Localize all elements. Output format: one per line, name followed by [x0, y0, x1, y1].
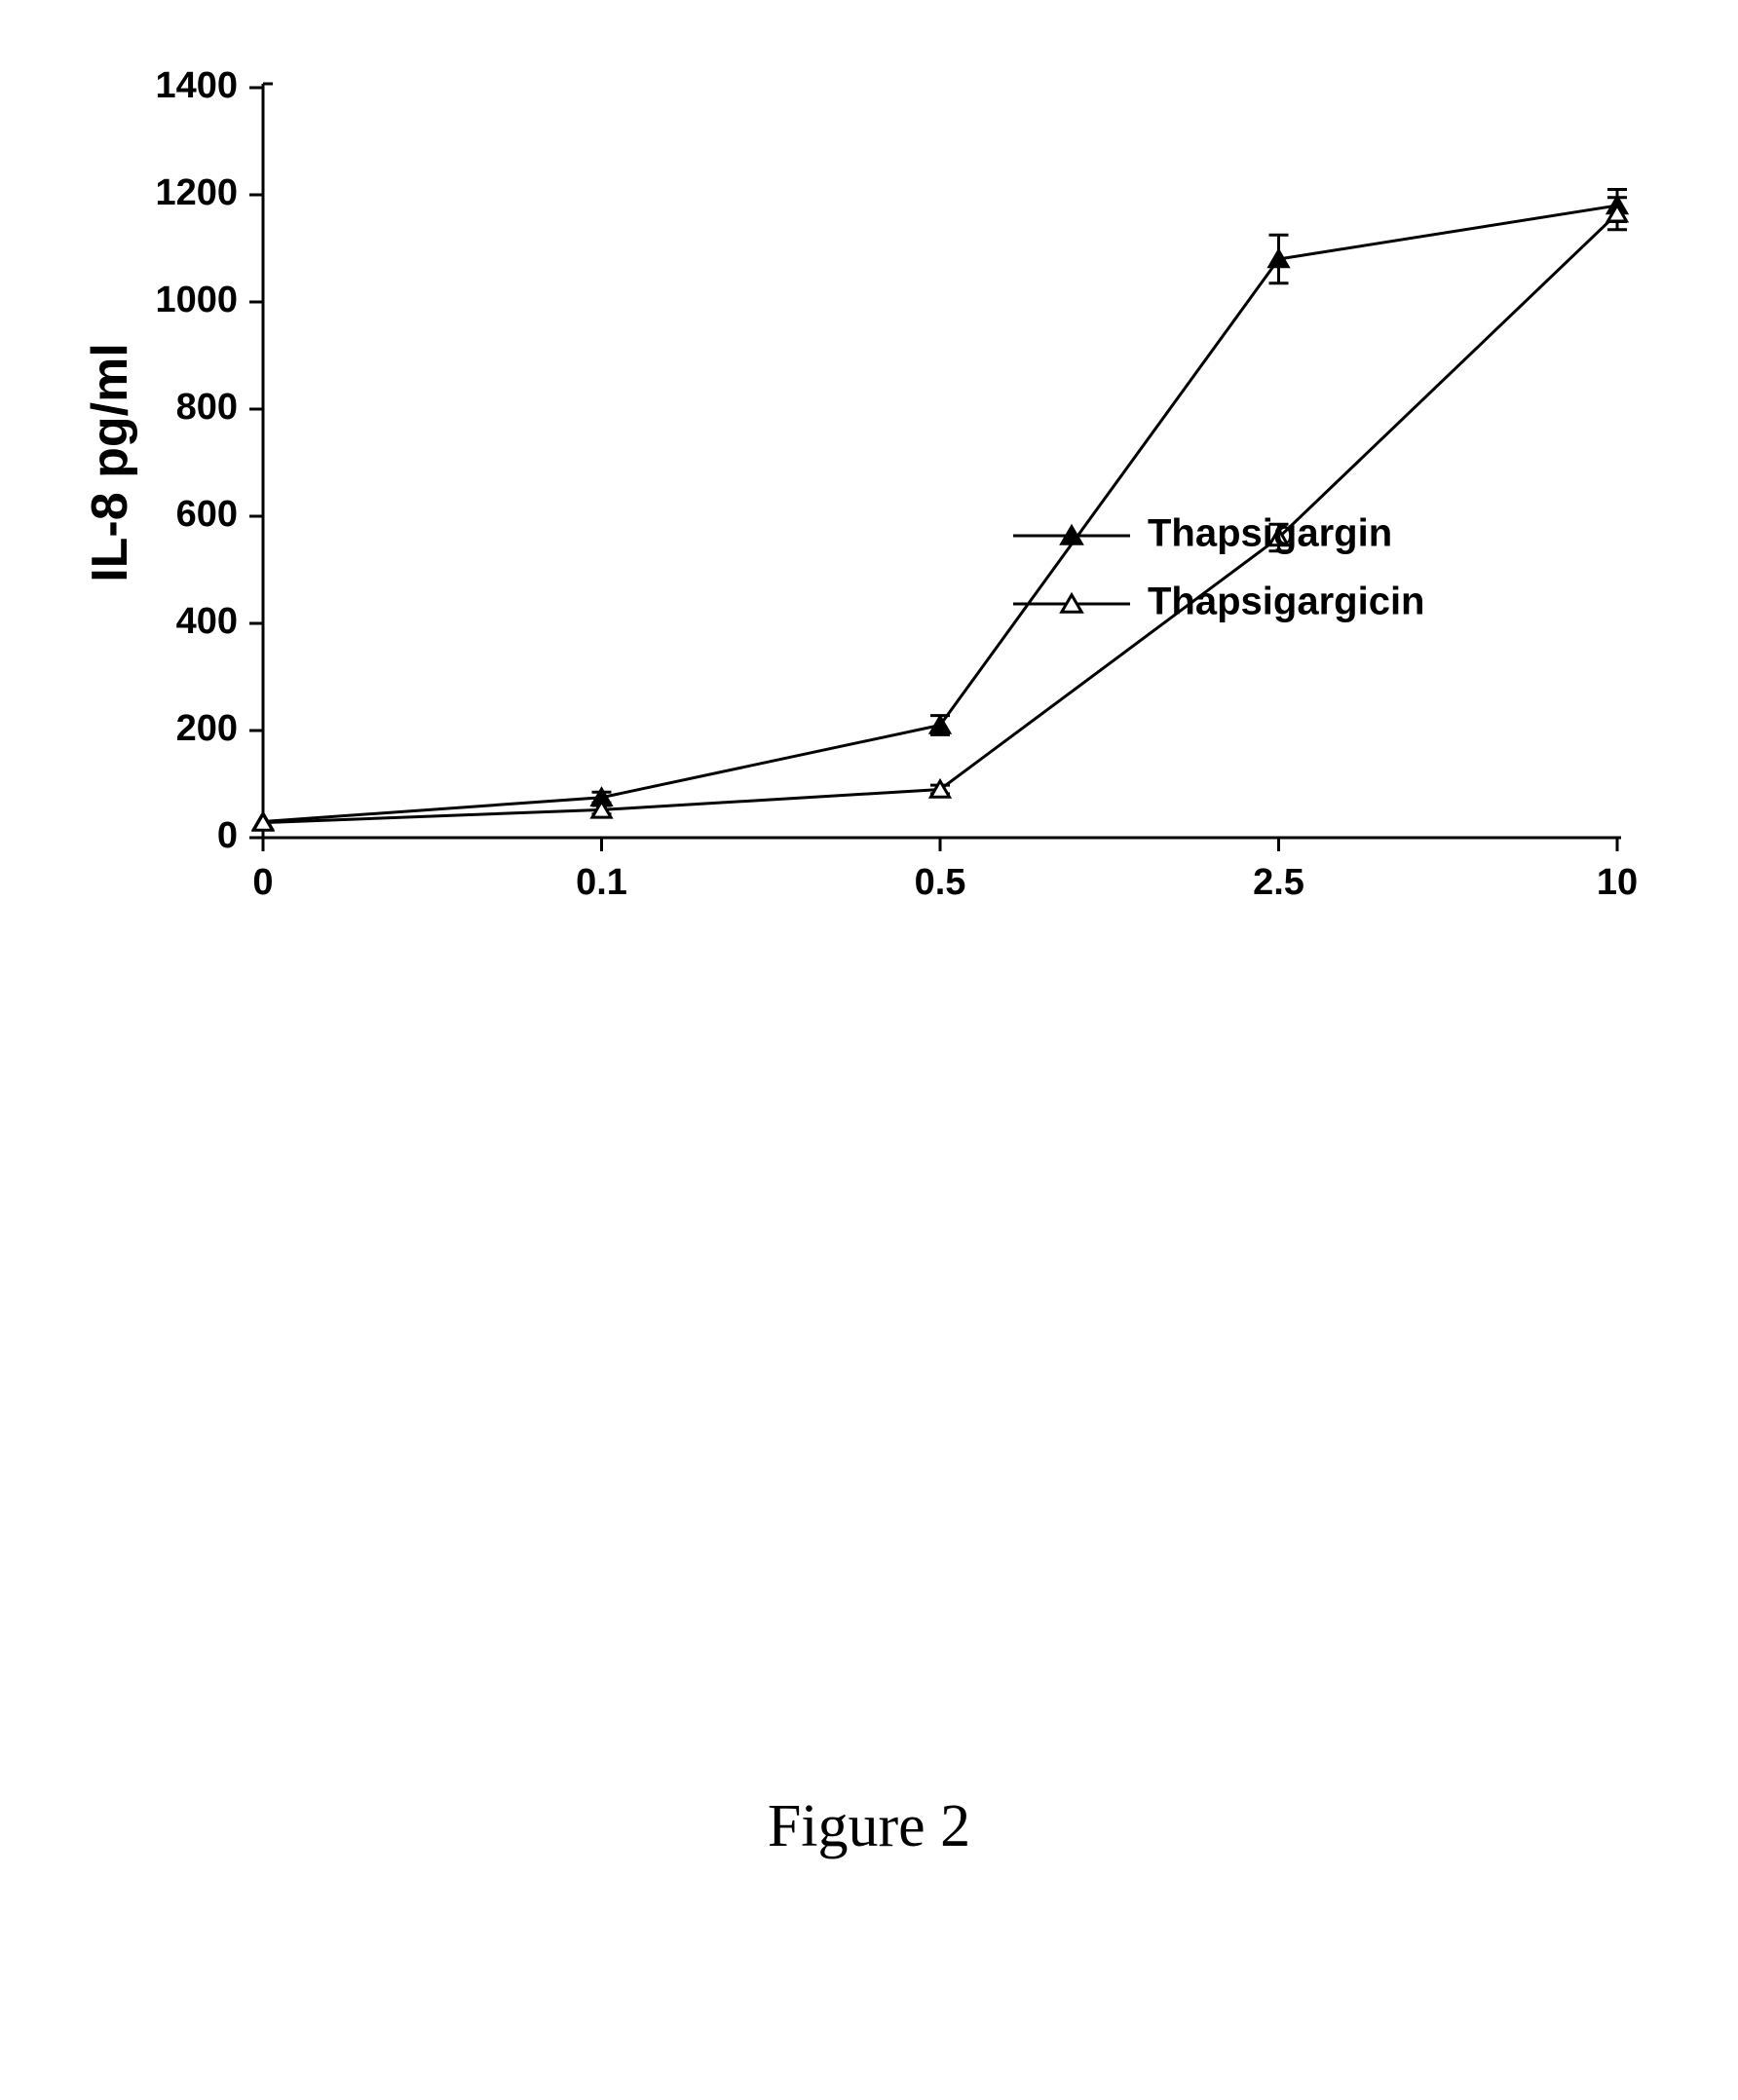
chart-container: 0 200 400 600 800 1000 1200 1400 0 0.1 0.5 2.5 10 IL-…	[78, 58, 1656, 930]
svg-text:1000: 1000	[155, 280, 238, 320]
svg-text:Thapsigargicin: Thapsigargicin	[1148, 581, 1425, 623]
svg-text:2.5: 2.5	[1253, 862, 1304, 903]
svg-text:400: 400	[176, 601, 238, 642]
svg-text:600: 600	[176, 494, 238, 535]
svg-text:Thapsigargin: Thapsigargin	[1148, 512, 1392, 555]
svg-text:1400: 1400	[155, 65, 238, 106]
svg-text:200: 200	[176, 708, 238, 749]
line-chart: 0 200 400 600 800 1000 1200 1400 0 0.1 0.5 2.5 10 IL-…	[78, 58, 1656, 925]
svg-text:10: 10	[1597, 862, 1638, 903]
svg-text:0: 0	[252, 862, 273, 903]
svg-text:1200: 1200	[155, 172, 238, 213]
svg-text:0.5: 0.5	[915, 862, 966, 903]
svg-text:0: 0	[217, 815, 238, 856]
svg-text:800: 800	[176, 387, 238, 428]
svg-text:IL-8 pg/ml: IL-8 pg/ml	[82, 343, 138, 582]
page: 0 200 400 600 800 1000 1200 1400 0 0.1 0.5 2.5 10 IL-…	[0, 0, 1738, 2100]
svg-text:0.1: 0.1	[576, 862, 627, 903]
figure-caption: Figure 2	[0, 1792, 1738, 1861]
